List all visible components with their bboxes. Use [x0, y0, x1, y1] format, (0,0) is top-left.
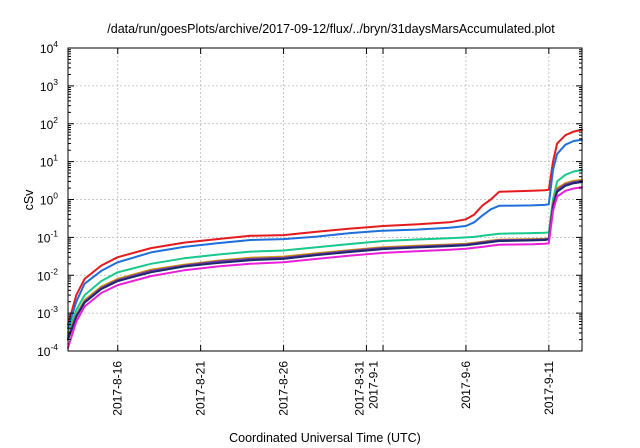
axis-ticks	[68, 47, 582, 352]
y-tick-exponent: -4	[50, 342, 58, 352]
y-tick-base: 10	[40, 42, 54, 56]
y-tick-base: 10	[37, 345, 51, 359]
y-tick-exponent: -3	[50, 304, 58, 314]
chart-title: /data/run/goesPlots/archive/2017-09-12/f…	[107, 22, 555, 36]
y-tick-label: 100	[40, 191, 58, 208]
y-tick-base: 10	[40, 156, 54, 170]
x-tick-label: 2017-8-26	[277, 361, 291, 416]
y-tick-base: 10	[37, 307, 51, 321]
series-line	[67, 138, 583, 330]
x-tick-label: 2017-8-21	[194, 361, 208, 416]
series-line	[67, 186, 583, 349]
y-tick-exponent: -1	[50, 228, 58, 238]
y-tick-exponent: -2	[50, 266, 58, 276]
x-tick-label: 2017-9-6	[459, 361, 473, 409]
x-tick-label: 2017-8-31	[352, 361, 366, 416]
y-tick-base: 10	[40, 80, 54, 94]
y-tick-exponent: 2	[53, 115, 58, 125]
y-tick-label: 10-4	[37, 342, 58, 359]
x-tick-label: 2017-8-16	[111, 361, 125, 416]
y-tick-base: 10	[40, 118, 54, 132]
y-tick-exponent: 1	[53, 153, 58, 163]
y-tick-exponent: 3	[53, 77, 58, 87]
gridlines	[68, 48, 582, 351]
y-tick-label: 10-2	[37, 266, 58, 283]
y-tick-base: 10	[37, 231, 51, 245]
x-tick-label: 2017-9-11	[542, 361, 556, 415]
y-tick-exponent: 4	[53, 39, 58, 49]
y-axis-label: cSv	[22, 189, 36, 211]
y-tick-label: 103	[40, 77, 58, 94]
y-tick-base: 10	[37, 269, 51, 283]
x-tick-labels: 2017-8-16 2017-8-21 2017-8-26 2017-8-31 2017…	[111, 361, 556, 416]
y-tick-label: 10-3	[37, 304, 58, 321]
y-tick-label: 101	[40, 153, 58, 170]
y-tick-label: 10-1	[37, 228, 58, 245]
x-axis-label: Coordinated Universal Time (UTC)	[229, 431, 421, 445]
y-tick-exponent: 0	[53, 191, 58, 201]
y-tick-label: 102	[40, 115, 58, 132]
series-line	[67, 128, 583, 326]
y-tick-label: 104	[40, 39, 58, 56]
series-line	[67, 169, 583, 334]
y-tick-base: 10	[40, 194, 54, 208]
series-group	[67, 128, 583, 349]
x-tick-label: 2017-9-1	[366, 361, 380, 409]
series-line	[67, 179, 583, 339]
